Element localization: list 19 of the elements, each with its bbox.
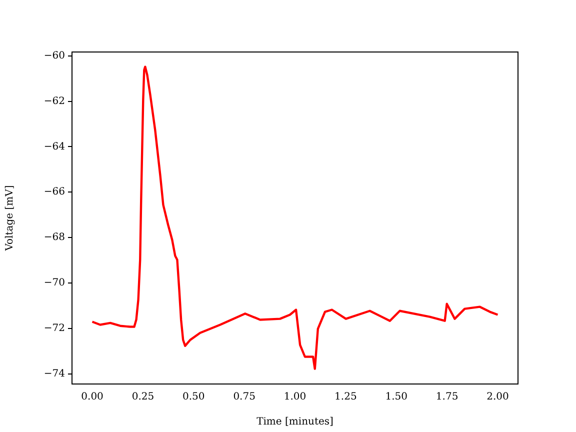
y-tick-label: −72 bbox=[44, 322, 65, 334]
y-axis-title: Voltage [mV] bbox=[4, 185, 16, 252]
y-tick-label: −66 bbox=[44, 186, 65, 198]
x-tick-label: 0.50 bbox=[182, 392, 205, 403]
x-tick-label: 0.00 bbox=[81, 392, 104, 403]
y-tick-label: −68 bbox=[44, 232, 65, 244]
x-tick-label: 1.50 bbox=[385, 392, 408, 403]
x-tick-label: 0.25 bbox=[132, 392, 154, 403]
y-tick-label: −64 bbox=[44, 141, 65, 152]
y-tick-label: −60 bbox=[44, 50, 65, 62]
y-tick-label: −74 bbox=[44, 368, 65, 380]
x-axis-title: Time [minutes] bbox=[256, 416, 334, 428]
y-tick-label: −70 bbox=[44, 278, 65, 289]
y-tick-label: −62 bbox=[44, 96, 65, 107]
x-tick-label: 0.75 bbox=[233, 392, 256, 403]
x-tick-label: 1.75 bbox=[436, 392, 458, 403]
x-tick-label: 2.00 bbox=[486, 392, 509, 403]
x-tick-label: 1.25 bbox=[334, 392, 357, 403]
x-tick-label: 1.00 bbox=[284, 392, 306, 403]
